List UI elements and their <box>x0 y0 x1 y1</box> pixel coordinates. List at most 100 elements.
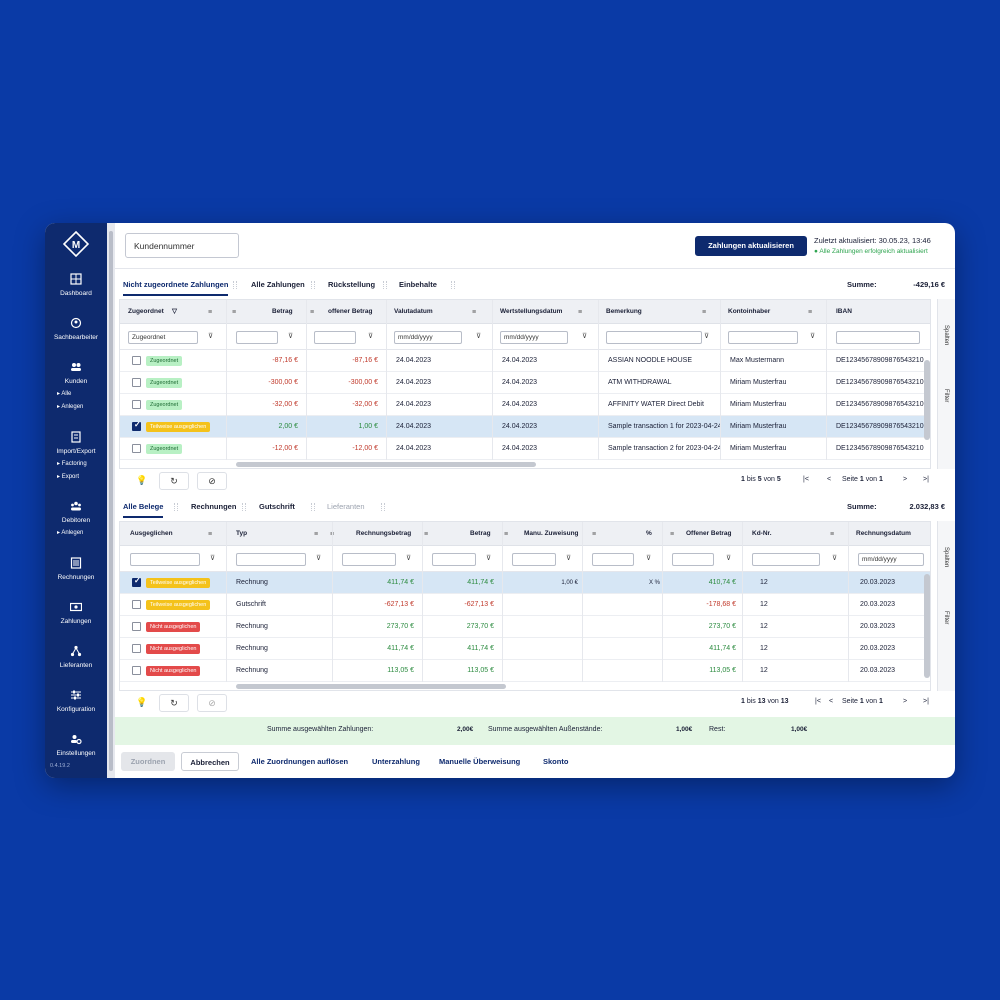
col-betrag[interactable]: Betrag <box>470 530 491 537</box>
table-row-selected[interactable]: Teilweise ausgeglichen Rechnung 411,74 €… <box>120 572 930 594</box>
filter-icon[interactable]: ⊽ <box>726 555 732 562</box>
filter-icon[interactable]: ⊽ <box>566 555 572 562</box>
filter-icon[interactable]: ⊽ <box>210 555 216 562</box>
filter-icon[interactable]: ⊽ <box>208 333 214 340</box>
nav-lieferanten[interactable]: Lieferanten <box>45 645 107 669</box>
nav-dashboard[interactable]: Dashboard <box>45 273 107 297</box>
manu-cell[interactable]: 1,00 € <box>561 580 578 586</box>
filter-datum-input[interactable]: mm/dd/yyyy <box>858 553 924 566</box>
prozent-cell[interactable] <box>590 616 660 638</box>
table-row[interactable]: Teilweise ausgeglichen Gutschrift -627,1… <box>120 594 930 616</box>
prozent-cell[interactable] <box>590 638 660 660</box>
filter-inhaber-input[interactable] <box>728 331 798 344</box>
refresh-button[interactable]: ↻ <box>159 694 189 712</box>
assign-button[interactable]: Zuordnen <box>121 752 175 771</box>
tab-unassigned-payments[interactable]: Nicht zugeordnete Zahlungen <box>123 274 229 296</box>
lightbulb-icon[interactable]: 💡 <box>127 472 157 490</box>
table-row[interactable]: Zugeordnet -87,16 € -87,16 € 24.04.2023 … <box>120 350 930 372</box>
tab-credit-notes[interactable]: Gutschrift <box>259 502 295 511</box>
tab-retentions[interactable]: Einbehalte <box>399 280 437 289</box>
filter-icon[interactable]: ⊽ <box>810 333 816 340</box>
nav-einstellungen[interactable]: Einstellungen <box>45 733 107 757</box>
column-menu-icon[interactable]: ≡ <box>208 531 213 538</box>
vertical-scrollbar[interactable] <box>924 360 930 440</box>
vertical-scrollbar[interactable] <box>924 574 930 678</box>
first-page-icon[interactable]: |< <box>803 476 809 483</box>
prozent-cell[interactable]: X % <box>648 580 660 586</box>
nav-kunden[interactable]: Kunden <box>45 361 107 385</box>
tab-provision[interactable]: Rückstellung <box>328 280 376 289</box>
col-offener-betrag[interactable]: Offener Betrag <box>686 530 732 537</box>
underpayment-button[interactable]: Unterzahlung <box>372 757 420 766</box>
manu-cell[interactable] <box>510 660 578 682</box>
filter-icon[interactable]: ⊽ <box>646 555 652 562</box>
nav-zahlungen[interactable]: Zahlungen <box>45 601 107 625</box>
update-payments-button[interactable]: Zahlungen aktualisieren <box>695 236 807 256</box>
table-row[interactable]: Zugeordnet -32,00 € -32,00 € 24.04.2023 … <box>120 394 930 416</box>
next-page-icon[interactable]: > <box>903 476 908 483</box>
filter-typ-input[interactable] <box>236 553 306 566</box>
prozent-cell[interactable] <box>590 660 660 682</box>
nav-import-export[interactable]: Import/Export <box>45 431 107 455</box>
clear-filter-button[interactable]: ⊘ <box>197 472 227 490</box>
filter-icon[interactable]: ⊽ <box>406 555 412 562</box>
table-row[interactable]: Zugeordnet -12,00 € -12,00 € 24.04.2023 … <box>120 438 930 460</box>
filter-icon[interactable]: ⊽ <box>486 555 492 562</box>
filter-icon[interactable]: ⊽ <box>288 333 294 340</box>
table-row[interactable]: Zugeordnet -300,00 € -300,00 € 24.04.202… <box>120 372 930 394</box>
col-valutadatum[interactable]: Valutadatum <box>394 308 433 315</box>
row-checkbox[interactable] <box>132 356 141 365</box>
column-menu-icon[interactable]: ≡ <box>232 309 237 316</box>
filter-iban-input[interactable] <box>836 331 920 344</box>
filter-betrag-input[interactable] <box>236 331 278 344</box>
filter-icon[interactable]: ⊽ <box>476 333 482 340</box>
filter-prozent-input[interactable] <box>592 553 634 566</box>
table-row-selected[interactable]: Teilweise ausgeglichen 2,00 € 1,00 € 24.… <box>120 416 930 438</box>
prozent-cell[interactable] <box>590 594 660 616</box>
tab-invoices[interactable]: Rechnungen <box>191 502 237 511</box>
prev-page-icon[interactable]: < <box>829 698 834 705</box>
column-menu-icon[interactable]: ≡ <box>702 309 707 316</box>
tab-all-payments[interactable]: Alle Zahlungen <box>251 280 305 289</box>
resolve-all-button[interactable]: Alle Zuordnungen auflösen <box>251 757 349 766</box>
filter-offen-input[interactable] <box>672 553 714 566</box>
nav-rechnungen[interactable]: Rechnungen <box>45 557 107 581</box>
sidebar-scroll-thumb[interactable] <box>109 231 113 771</box>
col-prozent[interactable]: % <box>646 530 652 537</box>
tab-all-documents[interactable]: Alle Belege <box>123 496 164 518</box>
column-menu-icon[interactable]: ≡ <box>504 531 509 538</box>
col-wertstellungsdatum[interactable]: Wertstellungsdatum <box>500 308 563 315</box>
customer-number-input[interactable]: Kundennummer <box>125 233 239 258</box>
row-checkbox[interactable] <box>132 600 141 609</box>
filter-icon[interactable]: ⊽ <box>704 333 710 340</box>
nav-konfiguration[interactable]: Konfiguration <box>45 689 107 713</box>
filter-icon[interactable]: ⊽ <box>582 333 588 340</box>
column-menu-icon[interactable]: ≡ <box>472 309 477 316</box>
lightbulb-icon[interactable]: 💡 <box>127 694 157 712</box>
filter-kd-input[interactable] <box>752 553 820 566</box>
filter-rechnungsbetrag-input[interactable] <box>342 553 396 566</box>
sort-icon[interactable]: ▽ <box>172 308 177 315</box>
discount-button[interactable]: Skonto <box>543 757 569 766</box>
table-row[interactable]: Nicht ausgeglichen Rechnung 273,70 € 273… <box>120 616 930 638</box>
refresh-button[interactable]: ↻ <box>159 472 189 490</box>
nav-sachbearbeiter[interactable]: Sachbearbeiter <box>45 317 107 341</box>
first-page-icon[interactable]: |< <box>815 698 821 705</box>
column-menu-icon[interactable]: ≡ <box>310 309 315 316</box>
row-checkbox[interactable] <box>132 622 141 631</box>
filter-ausgeglichen-input[interactable] <box>130 553 200 566</box>
col-iban[interactable]: IBAN <box>836 308 852 315</box>
columns-panel-toggle[interactable]: Spalten <box>943 547 949 568</box>
col-kd-nr[interactable]: Kd-Nr. <box>752 530 772 537</box>
filter-icon[interactable]: ⊽ <box>368 333 374 340</box>
filter-valuta-input[interactable]: mm/dd/yyyy <box>394 331 462 344</box>
col-offener-betrag[interactable]: offener Betrag <box>328 308 373 315</box>
nav-kunden-anlegen[interactable]: Anlegen <box>57 403 83 410</box>
filter-panel-toggle[interactable]: Filter <box>943 611 949 625</box>
row-checkbox[interactable] <box>132 378 141 387</box>
prev-page-icon[interactable]: < <box>827 476 832 483</box>
filter-wert-input[interactable]: mm/dd/yyyy <box>500 331 568 344</box>
col-manu-zuweisung[interactable]: Manu. Zuweisung <box>524 530 579 537</box>
manu-cell[interactable] <box>510 638 578 660</box>
column-menu-icon[interactable]: ≡ <box>670 531 675 538</box>
